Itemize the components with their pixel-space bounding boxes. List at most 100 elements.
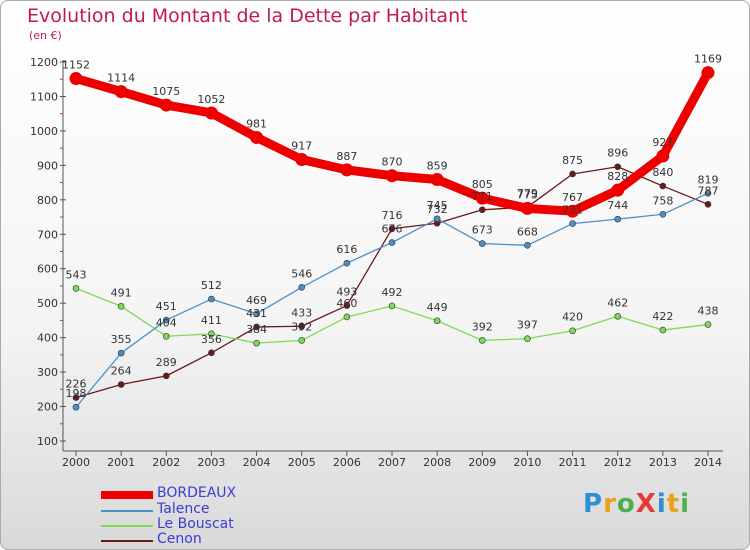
data-label-le-bouscat: 411 [201,314,222,327]
y-tick-label: 500 [37,297,58,310]
data-point-bordeaux [69,72,83,86]
data-label-cenon: 840 [652,166,673,179]
data-label-talence: 673 [472,224,493,237]
logo-letter: X [635,489,657,519]
data-label-talence: 198 [66,387,87,400]
data-label-le-bouscat: 492 [382,286,403,299]
legend-label-talence: Talence [157,501,210,517]
data-label-talence: 546 [291,267,312,280]
data-label-talence: 744 [607,199,628,212]
data-label-bordeaux: 870 [382,156,403,169]
x-tick-label: 2010 [513,456,541,469]
data-label-cenon: 433 [291,306,312,319]
data-point-bordeaux [656,149,670,163]
data-point-cenon [208,349,215,357]
data-label-cenon: 779 [517,187,538,200]
data-label-le-bouscat: 397 [517,319,538,332]
data-point-le-bouscat [343,313,351,321]
data-point-talence [704,189,712,197]
data-point-cenon [117,381,125,388]
logo-letter: r [603,489,617,519]
data-point-cenon [298,322,306,330]
x-tick-label: 2001 [107,456,135,469]
data-label-bordeaux: 828 [607,170,628,183]
data-label-le-bouscat: 392 [291,320,312,333]
data-label-cenon: 356 [201,333,222,346]
legend-swatch-bordeaux [101,491,153,499]
data-label-bordeaux: 981 [246,117,267,130]
data-point-le-bouscat [117,302,125,310]
data-label-talence: 668 [517,225,538,238]
x-tick-label: 2013 [649,456,677,469]
proxiti-logo: ProXiti [583,489,690,519]
legend-swatch-le-bouscat [101,525,153,527]
data-point-le-bouscat [253,339,260,347]
data-point-talence [298,284,306,291]
data-point-talence [343,259,351,267]
data-label-talence: 355 [111,333,132,346]
data-label-bordeaux: 1169 [694,53,722,66]
data-point-le-bouscat [388,302,396,310]
data-label-le-bouscat: 422 [652,310,673,323]
data-label-bordeaux: 927 [652,136,673,149]
data-label-cenon: 875 [562,154,583,167]
data-label-le-bouscat: 460 [336,297,357,310]
data-point-bordeaux [204,106,218,120]
data-point-cenon [704,200,712,208]
data-label-talence: 758 [652,194,673,207]
x-tick-label: 2006 [333,456,361,469]
data-point-le-bouscat [659,326,667,334]
data-point-le-bouscat [208,330,215,338]
data-label-le-bouscat: 438 [698,305,719,318]
data-label-bordeaux: 859 [427,159,448,172]
data-label-talence: 512 [201,279,222,292]
data-point-cenon [162,372,170,380]
legend-label-bordeaux: BORDEAUX [157,485,237,501]
data-label-talence: 745 [427,199,448,212]
data-point-bordeaux [611,183,625,197]
legend-label-cenon: Cenon [157,531,202,547]
data-label-bordeaux: 1152 [62,59,90,72]
data-label-cenon: 787 [698,184,719,197]
chart-unit-label: (en €) [29,29,62,42]
data-label-talence: 469 [246,294,267,307]
y-tick-label: 600 [37,263,58,276]
data-point-le-bouscat [298,337,306,344]
x-tick-label: 2008 [423,456,451,469]
data-label-cenon: 264 [111,364,132,377]
data-label-bordeaux: 805 [472,178,493,191]
data-label-cenon: 493 [336,286,357,299]
y-tick-label: 400 [37,332,58,345]
data-label-le-bouscat: 543 [66,268,87,281]
x-tick-label: 2005 [288,456,316,469]
y-tick-label: 100 [37,435,58,448]
data-point-cenon [388,225,396,233]
data-point-bordeaux [430,172,444,186]
legend-label-le-bouscat: Le Bouscat [157,516,234,532]
data-point-cenon [614,163,622,171]
data-point-cenon [478,206,486,214]
data-point-le-bouscat [524,335,531,342]
data-label-cenon: 771 [472,190,493,203]
data-point-talence [117,349,125,357]
y-tick-label: 900 [37,159,58,172]
data-point-le-bouscat [704,321,712,328]
y-tick-label: 300 [37,366,58,379]
data-label-cenon: 732 [427,203,448,216]
data-label-le-bouscat: 384 [246,323,267,336]
data-label-bordeaux: 1075 [152,85,180,98]
logo-letter: o [616,489,636,519]
data-point-talence [388,239,396,246]
data-point-bordeaux [475,191,489,205]
data-point-bordeaux [159,98,173,112]
data-label-bordeaux: 1114 [107,72,135,85]
x-tick-label: 2007 [378,456,406,469]
x-tick-label: 2014 [694,456,722,469]
data-point-talence [614,215,622,223]
data-label-bordeaux: 1052 [197,93,225,106]
y-tick-label: 1100 [30,90,58,103]
data-point-le-bouscat [433,317,441,325]
data-label-talence: 676 [382,223,403,236]
logo-letter: t [666,489,681,519]
data-point-bordeaux [701,66,715,80]
